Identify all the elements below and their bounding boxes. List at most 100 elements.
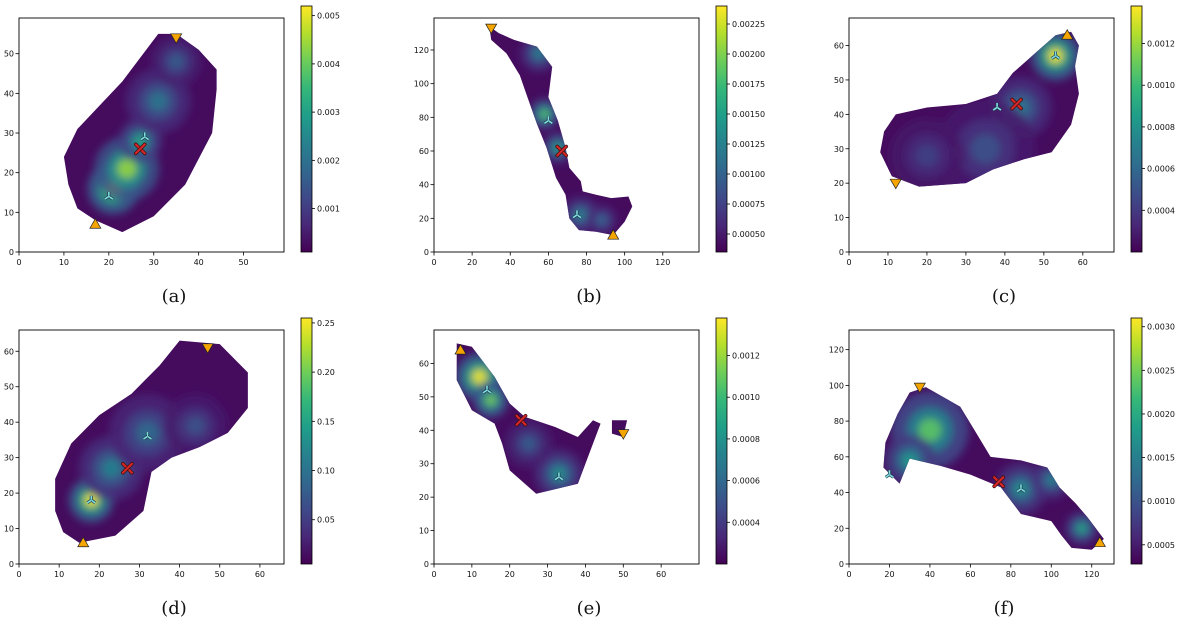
axes-frame-a xyxy=(18,17,285,253)
axes-frame-b xyxy=(433,17,700,253)
y-tick-label-f-120: 120 xyxy=(829,346,844,355)
hotspot-f-1-0 xyxy=(883,434,936,487)
y-tick-label-d-30: 30 xyxy=(4,454,14,463)
x-tick-label-c-30: 30 xyxy=(961,258,971,267)
hotspot-f-1-2 xyxy=(901,452,918,469)
hotspot-f-0-2 xyxy=(918,418,942,442)
y-tick-label-c-20: 20 xyxy=(834,179,844,188)
y-tick-label-d-0: 0 xyxy=(9,560,14,569)
colorbar-tick-label-d-3: 0.20 xyxy=(317,368,335,377)
caption-f: (f) xyxy=(993,598,1015,619)
waypoint-marker-e-0 xyxy=(482,385,492,395)
hotspot-d-3-2 xyxy=(186,416,206,436)
colorbar-tick-label-c-1: 0.0006 xyxy=(1147,165,1175,174)
x-tick-label-b-40: 40 xyxy=(505,258,515,267)
colorbar-tick-label-b-6: 0.00200 xyxy=(732,50,765,59)
colorbar-tick-label-f-4: 0.0025 xyxy=(1147,366,1175,375)
y-tick-label-e-0: 0 xyxy=(424,560,429,569)
x-tick-label-b-60: 60 xyxy=(543,258,553,267)
y-tick-label-b-40: 40 xyxy=(419,181,429,190)
x-tick-label-c-20: 20 xyxy=(922,258,932,267)
colorbar-e xyxy=(715,317,728,565)
heat-region-c xyxy=(880,31,1079,187)
caption-c: (c) xyxy=(991,286,1017,307)
colorbar-tick-label-a-2: 0.003 xyxy=(317,108,340,117)
colorbar-tick-label-e-2: 0.0008 xyxy=(732,435,760,444)
colorbar-tick-label-c-0: 0.0004 xyxy=(1147,206,1175,215)
colorbar-tick-label-a-3: 0.004 xyxy=(317,60,340,69)
hotspot-f-3-2 xyxy=(1045,474,1058,486)
x-tick-label-e-30: 30 xyxy=(542,570,552,579)
waypoint-marker-b-0 xyxy=(543,116,554,125)
x-tick-label-d-60: 60 xyxy=(255,570,265,579)
goal-marker-a xyxy=(170,33,183,45)
y-tick-label-a-0: 0 xyxy=(9,248,14,257)
hotspot-f-1-1 xyxy=(894,444,926,476)
axes-frame-c xyxy=(848,17,1115,253)
y-tick-label-b-0: 0 xyxy=(424,248,429,257)
start-marker-f xyxy=(1093,536,1106,547)
y-tick-label-e-50: 50 xyxy=(419,393,429,402)
x-marker-a xyxy=(133,142,147,156)
caption-d: (d) xyxy=(161,598,187,619)
x-tick-label-b-120: 120 xyxy=(655,258,670,267)
y-tick-label-d-60: 60 xyxy=(4,347,14,356)
y-tick-label-d-10: 10 xyxy=(4,525,14,534)
x-tick-label-e-50: 50 xyxy=(618,570,628,579)
panel-a: 0 10 20 30 40 50 0 10 20 30 40 50 0.001 0.002 0.003 0.0… xyxy=(4,5,340,267)
colorbar-tick-label-b-4: 0.00150 xyxy=(732,110,765,119)
colorbar-tick-label-c-3: 0.0010 xyxy=(1147,81,1175,90)
colorbar-tick-label-c-2: 0.0008 xyxy=(1147,123,1175,132)
colorbar-tick-label-f-2: 0.0015 xyxy=(1147,454,1175,463)
waypoint-marker-d-1 xyxy=(86,495,97,505)
caption-b: (b) xyxy=(576,286,602,307)
x-tick-label-a-0: 0 xyxy=(16,258,21,267)
y-tick-label-e-20: 20 xyxy=(419,493,429,502)
x-tick-label-c-50: 50 xyxy=(1039,258,1049,267)
colorbar-tick-label-b-0: 0.00050 xyxy=(732,230,765,239)
x-tick-label-c-0: 0 xyxy=(846,258,851,267)
goal-marker-e xyxy=(617,429,630,440)
x-tick-label-e-10: 10 xyxy=(467,570,477,579)
colorbar-tick-label-c-4: 0.0012 xyxy=(1147,40,1175,49)
x-tick-label-e-60: 60 xyxy=(656,570,666,579)
y-tick-label-c-30: 30 xyxy=(834,145,844,154)
waypoint-marker-c-1 xyxy=(992,102,1002,112)
colorbar-tick-label-e-0: 0.0004 xyxy=(732,518,760,527)
y-tick-label-e-40: 40 xyxy=(419,426,429,435)
y-tick-label-f-100: 100 xyxy=(829,381,844,390)
axes-frame-d xyxy=(18,329,285,565)
x-tick-label-d-20: 20 xyxy=(94,570,104,579)
start-marker-e xyxy=(454,343,467,355)
y-tick-label-f-20: 20 xyxy=(834,524,844,533)
x-tick-label-a-30: 30 xyxy=(149,258,159,267)
x-tick-label-f-0: 0 xyxy=(846,570,851,579)
x-tick-label-d-40: 40 xyxy=(175,570,185,579)
heat-region-e xyxy=(456,343,628,494)
x-tick-label-b-80: 80 xyxy=(581,258,591,267)
heat-region-b xyxy=(489,26,633,236)
caption-a: (a) xyxy=(161,286,187,307)
goal-marker-d xyxy=(201,343,214,354)
panel-f: 0 20 40 60 80 100 120 0 20 40 60 80 100 120 0.0005 0.00… xyxy=(829,317,1175,579)
hotspot-a-3-2 xyxy=(148,91,168,111)
y-tick-label-c-40: 40 xyxy=(834,110,844,119)
colorbar-tick-label-f-3: 0.0020 xyxy=(1147,410,1175,419)
colorbar-tick-label-f-1: 0.0010 xyxy=(1147,497,1175,506)
colorbar-tick-label-a-1: 0.002 xyxy=(317,156,340,165)
hotspot-b-4-2 xyxy=(597,215,607,225)
start-marker-d xyxy=(77,536,90,548)
colorbar-tick-label-d-4: 0.25 xyxy=(317,319,335,328)
y-tick-label-b-20: 20 xyxy=(419,214,429,223)
x-tick-label-e-0: 0 xyxy=(431,570,436,579)
axes-frame-f xyxy=(848,329,1115,565)
hotspot-b-0-2 xyxy=(540,109,550,119)
x-tick-label-c-10: 10 xyxy=(883,258,893,267)
start-marker-a xyxy=(89,218,102,229)
x-tick-label-c-60: 60 xyxy=(1078,258,1088,267)
y-tick-label-d-50: 50 xyxy=(4,383,14,392)
colorbar-tick-label-b-3: 0.00125 xyxy=(732,140,765,149)
x-marker-f xyxy=(992,475,1005,489)
goal-marker-b xyxy=(485,23,498,35)
